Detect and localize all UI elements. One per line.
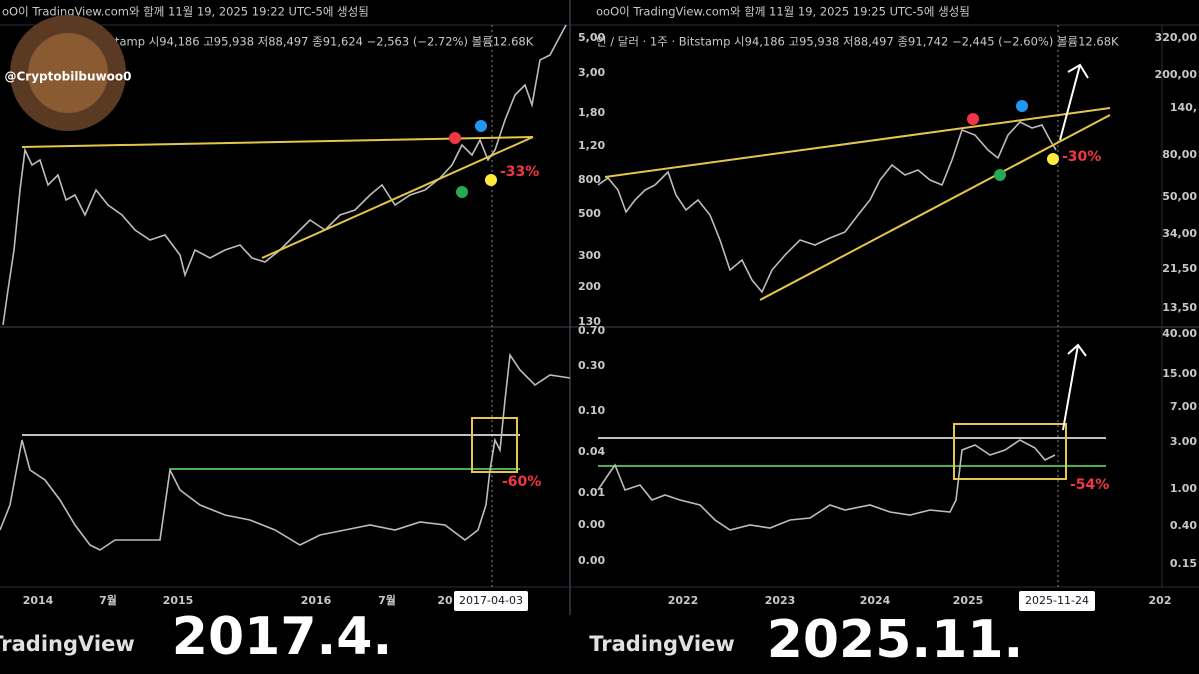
trendline xyxy=(21,136,534,148)
axis-label: 3.00 xyxy=(1170,435,1197,448)
caption: 2017.4. xyxy=(172,607,392,667)
time-label: 2014 xyxy=(23,594,54,607)
axis-label: 0.30 xyxy=(578,359,605,372)
axis-label: 200 xyxy=(578,280,601,293)
marker-dot xyxy=(967,113,979,125)
cursor-date: 2025-11-24 xyxy=(1025,594,1089,607)
trendline xyxy=(604,107,1111,178)
axis-label: 300 xyxy=(578,249,601,262)
time-label: 2016 xyxy=(301,594,332,607)
axis-label: 800 xyxy=(578,173,601,186)
marker-dot xyxy=(475,120,487,132)
axis-label: 7.00 xyxy=(1170,400,1197,413)
annotation: -60% xyxy=(502,474,541,490)
axis-label: 0.40 xyxy=(1170,519,1197,532)
axis-label: 34,00 xyxy=(1162,227,1197,240)
cursor-date-box xyxy=(454,591,528,611)
price-line xyxy=(0,352,571,551)
arrow xyxy=(1059,63,1089,141)
axis-label: 0.01 xyxy=(578,486,605,499)
axis-label: 320,00 xyxy=(1155,31,1198,44)
axis-label: 500 xyxy=(578,207,601,220)
cursor-date: 2017-04-03 xyxy=(459,594,523,607)
trendline xyxy=(261,136,534,259)
axis-label: 50,00 xyxy=(1162,190,1197,203)
axis-label: 140, xyxy=(1170,101,1197,114)
annotation: -54% xyxy=(1070,477,1109,493)
annotation: -30% xyxy=(1062,149,1101,165)
marker-dot xyxy=(1047,153,1059,165)
marker-dot xyxy=(994,169,1006,181)
axis-label: 1.00 xyxy=(1170,482,1197,495)
axis-label: 40.00 xyxy=(1162,327,1197,340)
cursor-date-box xyxy=(1019,591,1095,611)
time-label: 2023 xyxy=(765,594,796,607)
caption: 2025.11. xyxy=(767,610,1024,670)
axis-label: 0.00 xyxy=(578,554,605,567)
price-line xyxy=(597,439,1056,531)
price-line xyxy=(597,121,1057,294)
time-label: 7월 xyxy=(99,593,117,607)
watermark: oO이 TradingView.com와 함께 11월 19, 2025 19:… xyxy=(2,5,369,19)
time-label: 2025 xyxy=(953,594,984,607)
marker-dot xyxy=(485,174,497,186)
time-label: 2022 xyxy=(668,594,699,607)
legend: tamp 시94,186 고95,938 저88,497 종91,624 −2,… xyxy=(115,35,534,49)
axis-label: 0.70 xyxy=(578,324,605,337)
watermark: ooO이 TradingView.com와 함께 11월 19, 2025 19… xyxy=(596,5,970,19)
arrow xyxy=(1062,343,1087,431)
brand: TradingView xyxy=(0,632,135,656)
marker-dot xyxy=(449,132,461,144)
avatar-detail xyxy=(28,33,108,113)
annotation: -33% xyxy=(500,164,539,180)
axis-label: 21,50 xyxy=(1162,262,1197,275)
time-label: 7월 xyxy=(378,593,396,607)
time-label: 20 xyxy=(437,594,453,607)
handle: @Cryptobilbuwoo0 xyxy=(5,70,132,84)
axis-label: 1,80 xyxy=(578,106,605,119)
time-label: 2024 xyxy=(860,594,891,607)
marker-dot xyxy=(456,186,468,198)
time-label: 2015 xyxy=(163,594,194,607)
axis-label: 3,00 xyxy=(578,66,605,79)
trendline xyxy=(759,114,1111,301)
axis-label: 0.15 xyxy=(1170,557,1197,570)
axis-label: 0.10 xyxy=(578,404,605,417)
axis-label: 13,50 xyxy=(1162,301,1197,314)
axis-label: 0.00 xyxy=(578,518,605,531)
axis-label: 5,00 xyxy=(578,31,605,44)
axis-label: 15.00 xyxy=(1162,367,1197,380)
axis-label: 0.04 xyxy=(578,445,605,458)
axis-label: 80,00 xyxy=(1162,148,1197,161)
axis-label: 130 xyxy=(578,315,601,328)
time-label: 202 xyxy=(1149,594,1172,607)
legend: 인 / 달러 · 1주 · Bitstamp 시94,186 고95,938 저… xyxy=(596,35,1119,49)
highlight-box xyxy=(953,423,1067,480)
brand: TradingView xyxy=(589,632,734,656)
axis-label: 200,00 xyxy=(1155,68,1198,81)
axis-label: 1,20 xyxy=(578,139,605,152)
highlight-box xyxy=(471,417,518,473)
marker-dot xyxy=(1016,100,1028,112)
